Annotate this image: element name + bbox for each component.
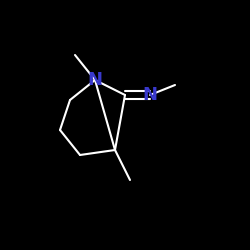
Text: N: N xyxy=(88,71,102,89)
Text: N: N xyxy=(142,86,158,104)
